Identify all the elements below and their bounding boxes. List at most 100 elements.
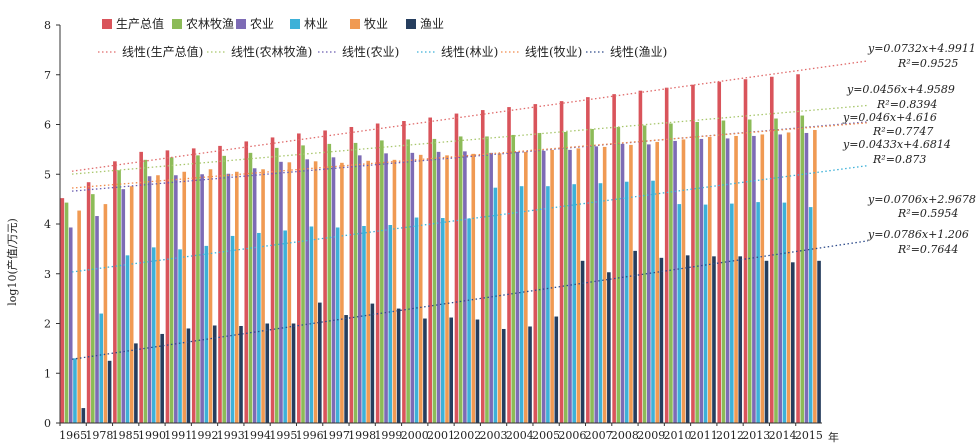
y-tick-label: 4 bbox=[44, 218, 51, 231]
bar-农林牧渔-1996 bbox=[301, 145, 305, 423]
bar-林业-1998 bbox=[362, 225, 366, 423]
x-tick-label: 1993 bbox=[217, 429, 245, 442]
bar-农业-2001 bbox=[436, 151, 441, 424]
bar-牧业-1998 bbox=[366, 160, 370, 423]
bar-牧业-2015 bbox=[813, 129, 817, 423]
bar-生产总值-2010 bbox=[664, 87, 669, 423]
bar-农业-1965 bbox=[68, 227, 73, 423]
legend-trend-label: 线性(农业) bbox=[342, 45, 399, 59]
bar-农业-1993 bbox=[226, 173, 231, 423]
bar-林业-1990 bbox=[151, 247, 156, 423]
bar-渔业-1998 bbox=[370, 303, 375, 423]
bar-牧业-2005 bbox=[550, 149, 554, 423]
bar-农林牧渔-2001 bbox=[432, 138, 437, 424]
bar-渔业-2008 bbox=[633, 250, 637, 423]
bar-农业-1978 bbox=[95, 216, 99, 423]
bar-渔业-2013 bbox=[764, 260, 769, 423]
bar-牧业-2001 bbox=[445, 155, 449, 423]
bar-农林牧渔-2010 bbox=[669, 123, 673, 423]
bar-农林牧渔-2011 bbox=[695, 122, 699, 423]
x-tick-label: 2009 bbox=[637, 429, 665, 442]
bar-农业-2002 bbox=[463, 151, 467, 424]
legend-label: 生产总值 bbox=[116, 16, 164, 31]
bar-生产总值-1994 bbox=[244, 141, 249, 424]
bar-牧业-2000 bbox=[418, 154, 423, 423]
bar-渔业-2003 bbox=[501, 328, 506, 423]
x-tick-label: 1985 bbox=[112, 429, 140, 442]
bar-渔业-2007 bbox=[607, 272, 611, 423]
bar-生产总值-1978 bbox=[86, 182, 91, 423]
trend-r-squared: R²=0.9525 bbox=[897, 57, 958, 70]
bar-渔业-1965 bbox=[81, 408, 86, 423]
x-tick-label: 1998 bbox=[348, 429, 376, 442]
bar-生产总值-2012 bbox=[717, 81, 722, 423]
bar-农林牧渔-2003 bbox=[485, 136, 489, 423]
legend-swatch bbox=[350, 19, 360, 29]
bar-农业-2013 bbox=[752, 135, 756, 423]
y-tick-label: 2 bbox=[44, 318, 51, 331]
bar-农林牧渔-2013 bbox=[747, 119, 752, 424]
x-axis-unit: 年 bbox=[828, 430, 839, 444]
bar-生产总值-1998 bbox=[349, 126, 354, 424]
bar-牧业-2009 bbox=[655, 141, 660, 423]
bar-生产总值-2009 bbox=[638, 90, 643, 424]
bar-生产总值-1999 bbox=[375, 123, 380, 423]
bar-渔业-2001 bbox=[449, 317, 453, 423]
legend-swatch bbox=[236, 19, 246, 29]
bar-渔业-1990 bbox=[160, 333, 164, 423]
y-tick-label: 1 bbox=[44, 367, 51, 380]
bar-生产总值-2015 bbox=[796, 74, 800, 423]
bar-农业-1990 bbox=[147, 176, 152, 423]
bar-牧业-2013 bbox=[760, 134, 765, 423]
bar-渔业-2012 bbox=[738, 256, 743, 423]
bar-生产总值-2013 bbox=[743, 79, 748, 423]
trend-r-squared: R²=0.8394 bbox=[876, 98, 937, 111]
x-tick-label: 2010 bbox=[663, 429, 691, 442]
bar-林业-1992 bbox=[204, 245, 209, 423]
bar-生产总值-2003 bbox=[480, 110, 485, 423]
bar-林业-1995 bbox=[283, 230, 287, 423]
bar-林业-2004 bbox=[519, 186, 524, 423]
x-tick-label: 2000 bbox=[401, 429, 429, 442]
legend-trend-label: 线性(生产总值) bbox=[122, 44, 203, 59]
bar-渔业-2010 bbox=[685, 255, 690, 423]
bar-农业-2010 bbox=[673, 140, 677, 424]
bar-农林牧渔-1998 bbox=[353, 142, 358, 423]
bar-林业-1994 bbox=[257, 232, 261, 423]
bar-牧业-2006 bbox=[576, 148, 581, 423]
y-axis-title: log10(产值/万元) bbox=[5, 218, 19, 305]
bar-林业-2002 bbox=[467, 218, 471, 423]
x-tick-label: 1978 bbox=[85, 429, 113, 442]
x-tick-label: 2005 bbox=[532, 429, 560, 442]
bar-生产总值-2004 bbox=[507, 107, 511, 424]
bar-渔业-1995 bbox=[291, 323, 296, 423]
bar-林业-2012 bbox=[730, 203, 734, 423]
bar-农林牧渔-2007 bbox=[590, 128, 594, 424]
bar-林业-2014 bbox=[782, 202, 787, 423]
bar-牧业-2014 bbox=[786, 132, 791, 423]
bar-农林牧渔-1965 bbox=[64, 202, 69, 423]
bar-生产总值-1993 bbox=[218, 145, 222, 423]
bar-渔业-2006 bbox=[580, 260, 585, 423]
legend-trend-label: 线性(渔业) bbox=[610, 45, 667, 59]
bar-农业-2007 bbox=[594, 146, 599, 423]
x-tick-label: 2004 bbox=[506, 429, 534, 442]
bar-林业-2008 bbox=[624, 181, 629, 423]
bar-林业-2001 bbox=[441, 218, 445, 423]
trend-r-squared: R²=0.7644 bbox=[897, 243, 958, 256]
trend-equation: y=0.0456x+4.9589 bbox=[846, 83, 955, 96]
bar-农业-1999 bbox=[384, 153, 388, 424]
trend-r-squared: R²=0.873 bbox=[872, 153, 926, 166]
x-tick-label: 2013 bbox=[742, 429, 770, 442]
bar-生产总值-2006 bbox=[559, 101, 564, 424]
bar-牧业-1978 bbox=[103, 204, 108, 423]
bar-林业-2013 bbox=[756, 202, 760, 423]
x-tick-label: 2011 bbox=[690, 429, 718, 442]
trend-equation: y=0.0433x+4.6814 bbox=[842, 138, 951, 151]
bar-农林牧渔-1997 bbox=[327, 143, 332, 423]
bar-农业-1985 bbox=[121, 189, 126, 423]
bar-农林牧渔-2005 bbox=[537, 132, 542, 423]
bar-生产总值-2014 bbox=[769, 76, 774, 424]
trend-r-squared: R²=0.5954 bbox=[897, 207, 958, 220]
trendline-线性(林业) bbox=[71, 164, 869, 273]
